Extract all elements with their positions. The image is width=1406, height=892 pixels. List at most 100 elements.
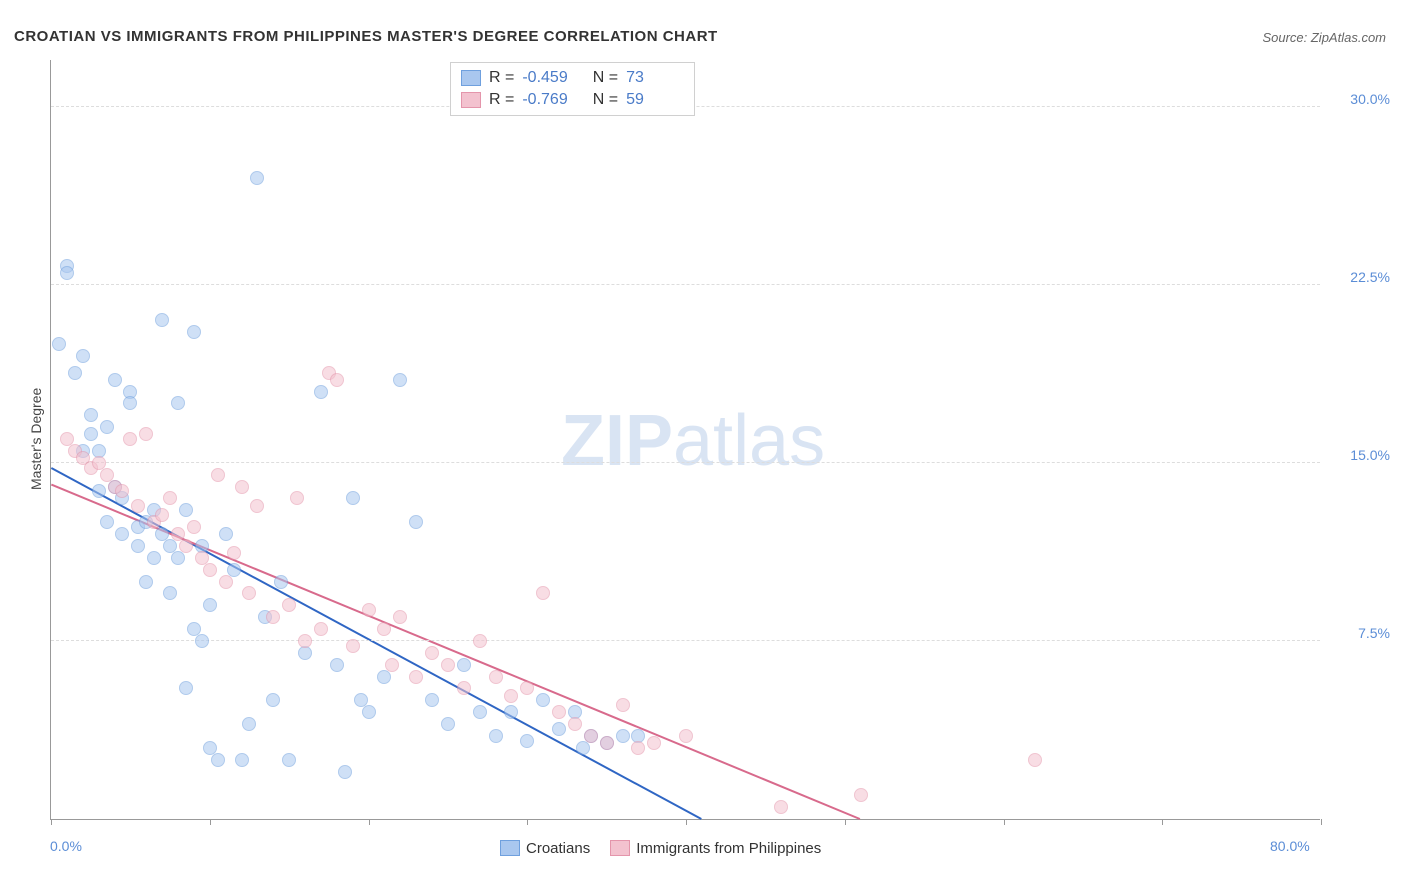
scatter-point bbox=[362, 603, 376, 617]
stat-n-label: N = bbox=[588, 91, 618, 109]
trend-lines bbox=[51, 60, 1320, 819]
gridline bbox=[51, 640, 1320, 641]
scatter-chart: ZIPatlas 7.5%15.0%22.5%30.0% bbox=[50, 60, 1320, 820]
x-tick bbox=[1004, 819, 1005, 825]
x-tick bbox=[210, 819, 211, 825]
stat-r-value: -0.459 bbox=[522, 69, 580, 87]
scatter-point bbox=[76, 349, 90, 363]
scatter-point bbox=[211, 468, 225, 482]
scatter-point bbox=[520, 734, 534, 748]
scatter-point bbox=[854, 788, 868, 802]
scatter-point bbox=[187, 520, 201, 534]
scatter-point bbox=[489, 729, 503, 743]
scatter-point bbox=[425, 646, 439, 660]
scatter-point bbox=[600, 736, 614, 750]
scatter-point bbox=[52, 337, 66, 351]
scatter-point bbox=[171, 551, 185, 565]
scatter-point bbox=[504, 689, 518, 703]
scatter-point bbox=[504, 705, 518, 719]
scatter-point bbox=[473, 705, 487, 719]
y-axis-label: Master's Degree bbox=[28, 388, 44, 490]
scatter-point bbox=[60, 266, 74, 280]
scatter-point bbox=[155, 313, 169, 327]
y-tick-label: 30.0% bbox=[1350, 91, 1390, 107]
scatter-point bbox=[195, 634, 209, 648]
series-legend: Croatians Immigrants from Philippines bbox=[500, 840, 821, 857]
scatter-point bbox=[179, 539, 193, 553]
legend-label: Immigrants from Philippines bbox=[636, 840, 821, 857]
scatter-point bbox=[203, 563, 217, 577]
scatter-point bbox=[147, 551, 161, 565]
scatter-point bbox=[131, 539, 145, 553]
x-tick bbox=[369, 819, 370, 825]
scatter-point bbox=[115, 527, 129, 541]
y-tick-label: 7.5% bbox=[1358, 625, 1390, 641]
scatter-point bbox=[346, 639, 360, 653]
scatter-point bbox=[679, 729, 693, 743]
scatter-point bbox=[179, 681, 193, 695]
scatter-point bbox=[211, 753, 225, 767]
scatter-point bbox=[489, 670, 503, 684]
stat-r-label: R = bbox=[489, 91, 514, 109]
stats-row: R = -0.459 N = 73 bbox=[461, 67, 684, 89]
scatter-point bbox=[377, 622, 391, 636]
scatter-point bbox=[282, 598, 296, 612]
scatter-point bbox=[84, 408, 98, 422]
x-axis-max-label: 80.0% bbox=[1270, 838, 1310, 854]
scatter-point bbox=[473, 634, 487, 648]
scatter-point bbox=[108, 373, 122, 387]
scatter-point bbox=[346, 491, 360, 505]
swatch-icon bbox=[610, 840, 630, 856]
x-tick bbox=[686, 819, 687, 825]
swatch-icon bbox=[461, 70, 481, 86]
swatch-icon bbox=[461, 92, 481, 108]
scatter-point bbox=[163, 491, 177, 505]
scatter-point bbox=[139, 427, 153, 441]
scatter-point bbox=[631, 741, 645, 755]
scatter-point bbox=[179, 503, 193, 517]
scatter-point bbox=[92, 484, 106, 498]
scatter-point bbox=[219, 575, 233, 589]
scatter-point bbox=[282, 753, 296, 767]
scatter-point bbox=[314, 622, 328, 636]
scatter-point bbox=[647, 736, 661, 750]
stat-r-label: R = bbox=[489, 69, 514, 87]
scatter-point bbox=[242, 717, 256, 731]
scatter-point bbox=[536, 693, 550, 707]
scatter-point bbox=[68, 366, 82, 380]
y-tick-label: 15.0% bbox=[1350, 447, 1390, 463]
scatter-point bbox=[552, 705, 566, 719]
x-tick bbox=[1162, 819, 1163, 825]
x-tick bbox=[1321, 819, 1322, 825]
legend-item: Immigrants from Philippines bbox=[610, 840, 821, 857]
stat-n-label: N = bbox=[588, 69, 618, 87]
watermark-rest: atlas bbox=[673, 401, 825, 481]
scatter-point bbox=[616, 729, 630, 743]
stat-n-value: 59 bbox=[626, 91, 684, 109]
scatter-point bbox=[203, 598, 217, 612]
scatter-point bbox=[139, 575, 153, 589]
scatter-point bbox=[242, 586, 256, 600]
scatter-point bbox=[393, 373, 407, 387]
scatter-point bbox=[425, 693, 439, 707]
gridline bbox=[51, 462, 1320, 463]
scatter-point bbox=[131, 499, 145, 513]
stat-r-value: -0.769 bbox=[522, 91, 580, 109]
scatter-point bbox=[163, 586, 177, 600]
scatter-point bbox=[123, 432, 137, 446]
scatter-point bbox=[171, 396, 185, 410]
scatter-point bbox=[774, 800, 788, 814]
x-tick bbox=[527, 819, 528, 825]
scatter-point bbox=[298, 634, 312, 648]
scatter-point bbox=[385, 658, 399, 672]
scatter-point bbox=[235, 480, 249, 494]
scatter-point bbox=[457, 681, 471, 695]
scatter-point bbox=[235, 753, 249, 767]
scatter-point bbox=[314, 385, 328, 399]
legend-item: Croatians bbox=[500, 840, 590, 857]
gridline bbox=[51, 284, 1320, 285]
scatter-point bbox=[568, 717, 582, 731]
scatter-point bbox=[409, 515, 423, 529]
stat-n-value: 73 bbox=[626, 69, 684, 87]
scatter-point bbox=[330, 658, 344, 672]
